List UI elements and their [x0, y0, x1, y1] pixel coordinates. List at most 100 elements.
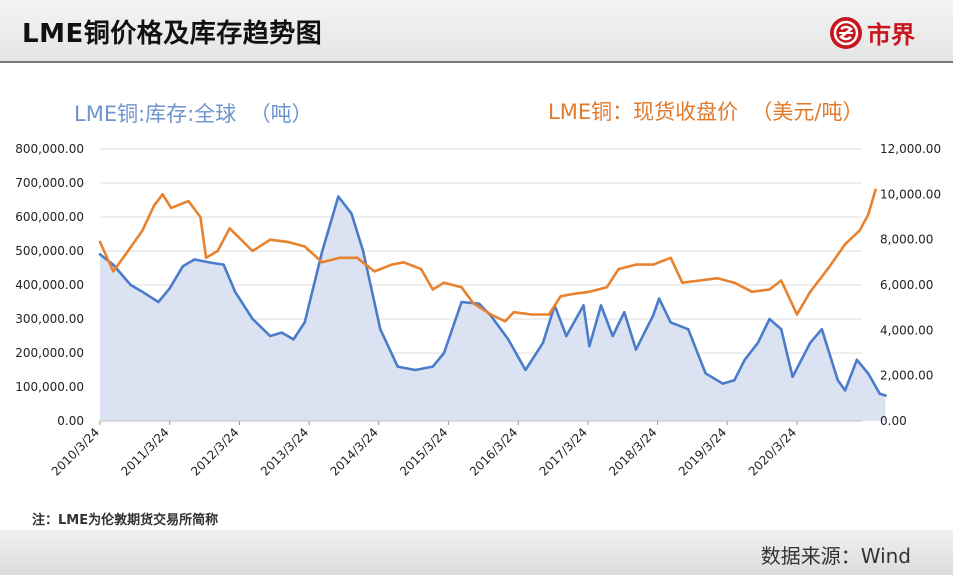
price-point — [605, 286, 608, 289]
price-point — [338, 256, 341, 259]
price-point — [780, 279, 783, 282]
price-point — [809, 290, 812, 293]
price-point — [874, 188, 877, 191]
inventory-point — [379, 328, 382, 331]
inventory-point — [337, 195, 340, 198]
price-point — [843, 243, 847, 246]
price-point — [204, 256, 208, 259]
footer-bar — [0, 530, 953, 575]
x-tick-label: 2011/3/24 — [118, 425, 171, 478]
inventory-point — [733, 379, 736, 382]
x-tick-label: 2019/3/24 — [676, 425, 729, 478]
x-tick-label: 2015/3/24 — [397, 425, 450, 478]
price-point — [858, 229, 861, 232]
inventory-point — [280, 331, 283, 334]
copper-chart: 0.00 100,000.00 200,000.00 300,000.00 400,00… — [15, 142, 941, 479]
inventory-point — [414, 368, 417, 372]
x-tick-label: 2018/3/24 — [606, 425, 659, 478]
price-point — [547, 313, 551, 316]
inventory-point — [623, 311, 626, 314]
price-point — [161, 193, 164, 196]
price-point — [390, 263, 394, 266]
inventory-point — [292, 338, 295, 341]
right-tick-label: 2,000.00 — [880, 369, 933, 383]
inventory-point — [855, 358, 859, 361]
right-tick-label: 8,000.00 — [880, 233, 933, 247]
price-point — [768, 288, 771, 291]
x-tick-label: 2017/3/24 — [537, 425, 590, 478]
price-point — [199, 215, 202, 219]
x-tick-label: 2020/3/24 — [746, 425, 799, 478]
inventory-point — [112, 263, 115, 266]
inventory-point — [157, 300, 160, 304]
left-tick-label: 700,000.00 — [15, 176, 84, 190]
price-point — [112, 270, 115, 273]
price-point — [512, 311, 515, 314]
price-point — [98, 240, 102, 244]
right-tick-label: 6,000.00 — [880, 278, 933, 292]
inventory-point — [836, 379, 839, 382]
price-point — [503, 320, 507, 323]
inventory-area — [100, 196, 886, 421]
inventory-point — [721, 382, 724, 385]
price-point — [669, 256, 672, 259]
x-tick-label: 2014/3/24 — [327, 425, 380, 478]
legend-inventory: LME铜:库存:全球 （吨） — [74, 102, 313, 126]
price-point — [489, 313, 492, 316]
price-point — [698, 279, 702, 282]
inventory-point — [669, 321, 672, 324]
inventory-point — [611, 334, 614, 338]
left-axis: 0.00 100,000.00 200,000.00 300,000.00 400,00… — [15, 142, 84, 428]
inventory-point — [210, 261, 214, 265]
inventory-point — [141, 290, 144, 293]
x-tick-label: 2016/3/24 — [467, 425, 520, 478]
right-axis: 0.00 2,000.00 4,000.00 6,000.00 8,000.00 10,0… — [880, 142, 941, 428]
inventory-point — [599, 304, 603, 307]
price-point — [152, 204, 156, 207]
price-point — [419, 267, 423, 271]
inventory-point — [129, 283, 132, 287]
price-point — [269, 238, 272, 241]
left-tick-label: 600,000.00 — [15, 210, 84, 224]
inventory-point — [222, 263, 225, 266]
right-tick-label: 0.00 — [880, 414, 907, 428]
price-point — [286, 240, 289, 244]
inventory-point — [820, 328, 823, 331]
price-point — [795, 313, 799, 316]
price-point — [216, 249, 219, 253]
price-point — [442, 281, 446, 284]
inventory-point — [809, 341, 812, 344]
right-tick-label: 12,000.00 — [880, 142, 941, 156]
inventory-point — [643, 331, 646, 334]
price-point — [716, 277, 719, 280]
header-divider — [0, 61, 953, 63]
page-title: LME铜价格及库存趋势图 — [22, 19, 323, 49]
inventory-point — [168, 287, 171, 290]
brand: 市界 — [829, 15, 915, 50]
inventory-point — [791, 375, 794, 378]
price-point — [571, 292, 574, 296]
x-axis: 2010/3/24 2011/3/24 2012/3/24 2013/3/24 2014… — [49, 420, 862, 479]
inventory-point — [460, 300, 463, 304]
inventory-point — [251, 317, 254, 321]
price-point — [750, 290, 754, 293]
inventory-point — [634, 348, 638, 351]
price-point — [402, 261, 405, 264]
inventory-point — [768, 317, 771, 321]
inventory-point — [843, 389, 847, 392]
price-point — [617, 267, 620, 271]
inventory-point — [321, 249, 324, 253]
inventory-point — [878, 392, 881, 395]
inventory-point — [98, 253, 102, 256]
inventory-point — [303, 321, 306, 324]
x-tick-label: 2013/3/24 — [258, 425, 311, 478]
price-point — [187, 199, 190, 203]
inventory-point — [524, 368, 527, 372]
price-point — [373, 270, 376, 273]
inventory-point — [431, 365, 434, 368]
data-source: 数据来源：Wind — [760, 544, 911, 568]
inventory-point — [477, 302, 481, 305]
inventory-fill — [100, 196, 886, 421]
inventory-point — [884, 394, 887, 397]
left-tick-label: 400,000.00 — [15, 278, 84, 292]
